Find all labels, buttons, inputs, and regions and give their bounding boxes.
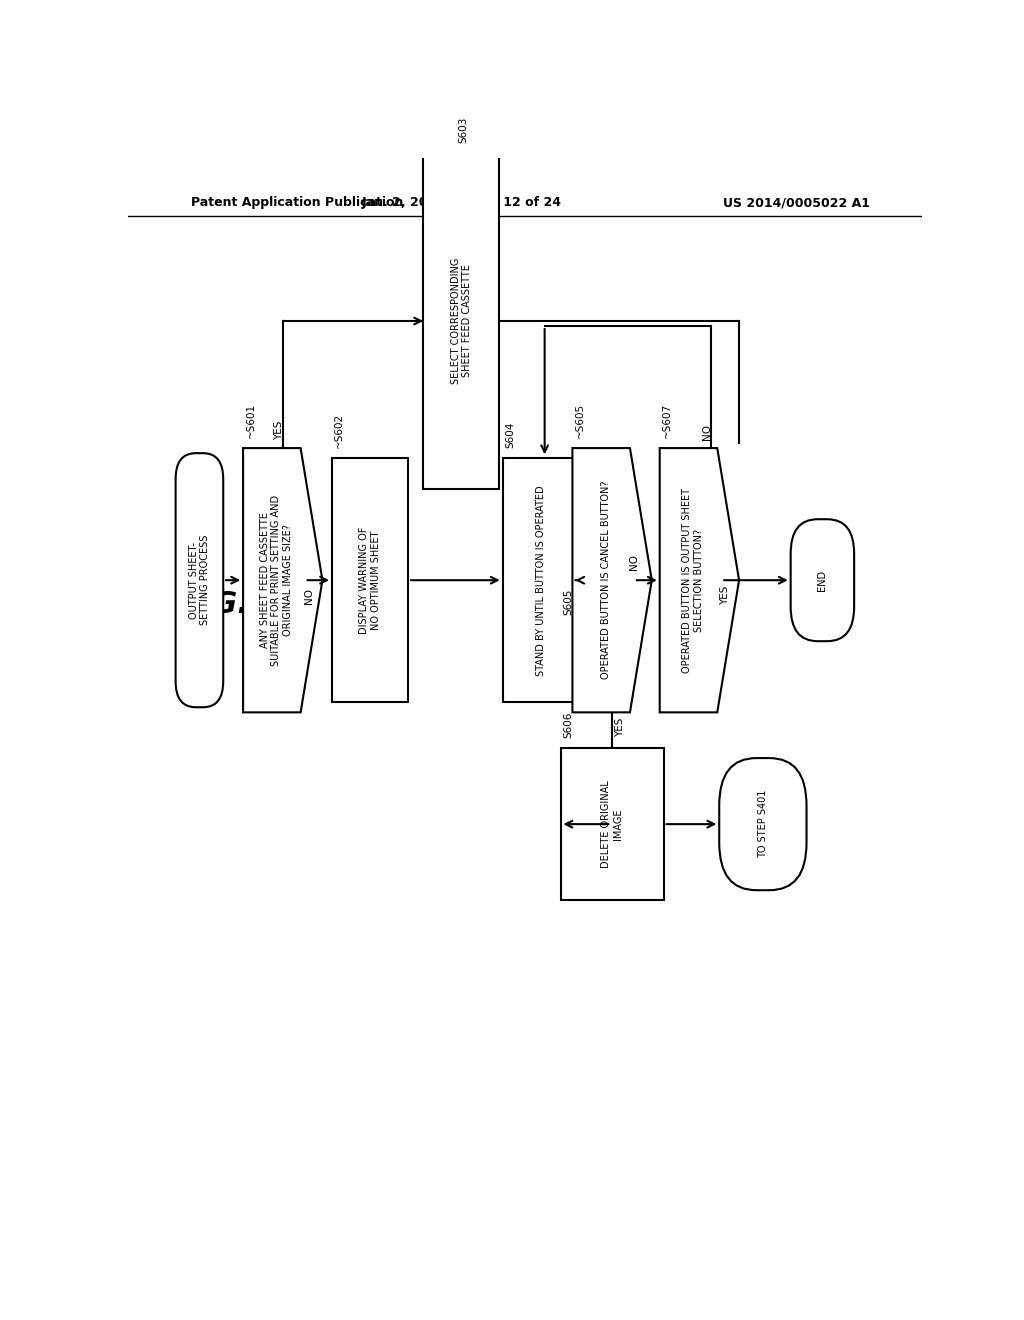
Polygon shape xyxy=(243,447,323,713)
Text: OUTPUT SHEET-
SETTING PROCESS: OUTPUT SHEET- SETTING PROCESS xyxy=(188,535,210,626)
Text: STAND BY UNTIL BUTTON IS OPERATED: STAND BY UNTIL BUTTON IS OPERATED xyxy=(536,484,546,676)
Text: Jan. 2, 2014   Sheet 12 of 24: Jan. 2, 2014 Sheet 12 of 24 xyxy=(361,195,561,209)
Bar xyxy=(503,458,579,702)
Text: SELECT CORRESPONDING
SHEET FEED CASSETTE: SELECT CORRESPONDING SHEET FEED CASSETTE xyxy=(451,257,472,384)
Text: TO STEP S401: TO STEP S401 xyxy=(758,789,768,858)
FancyBboxPatch shape xyxy=(176,453,223,708)
Text: S606: S606 xyxy=(563,711,572,738)
FancyBboxPatch shape xyxy=(791,519,854,642)
Text: YES: YES xyxy=(273,421,284,440)
Text: Patent Application Publication: Patent Application Publication xyxy=(191,195,403,209)
Text: S605: S605 xyxy=(563,589,573,615)
FancyBboxPatch shape xyxy=(719,758,807,890)
Polygon shape xyxy=(572,447,652,713)
Bar xyxy=(423,153,500,488)
Text: NO: NO xyxy=(303,589,313,605)
Text: NO: NO xyxy=(702,424,713,440)
Text: DISPLAY WARNING OF
NO OPTIMUM SHEET: DISPLAY WARNING OF NO OPTIMUM SHEET xyxy=(359,527,381,634)
Polygon shape xyxy=(659,447,739,713)
Text: ~S607: ~S607 xyxy=(663,403,672,438)
Bar xyxy=(560,748,664,900)
Text: S604: S604 xyxy=(505,421,515,447)
Text: S603: S603 xyxy=(458,116,468,143)
Text: US 2014/0005022 A1: US 2014/0005022 A1 xyxy=(723,195,870,209)
Text: NO: NO xyxy=(629,554,639,570)
Text: OPERATED BUTTON IS OUTPUT SHEET
SELECTION BUTTON?: OPERATED BUTTON IS OUTPUT SHEET SELECTIO… xyxy=(682,487,703,673)
Text: ANY SHEET FEED CASSETTE
SUITABLE FOR PRINT SETTING AND
ORIGINAL IMAGE SIZE?: ANY SHEET FEED CASSETTE SUITABLE FOR PRI… xyxy=(260,495,293,665)
Text: ~S605: ~S605 xyxy=(574,403,585,438)
Bar xyxy=(332,458,409,702)
Text: ~S601: ~S601 xyxy=(246,403,255,438)
Text: FIG. 13: FIG. 13 xyxy=(179,590,302,619)
Text: YES: YES xyxy=(720,585,730,605)
Text: END: END xyxy=(817,570,827,591)
Text: ~S602: ~S602 xyxy=(334,413,344,447)
Text: YES: YES xyxy=(615,718,625,737)
Text: DELETE ORIGINAL
IMAGE: DELETE ORIGINAL IMAGE xyxy=(601,780,623,869)
Text: OPERATED BUTTON IS CANCEL BUTTON?: OPERATED BUTTON IS CANCEL BUTTON? xyxy=(600,480,610,680)
